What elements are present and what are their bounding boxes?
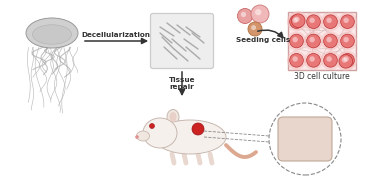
Circle shape <box>192 123 204 135</box>
Text: Seeding cells: Seeding cells <box>236 37 290 43</box>
Circle shape <box>287 51 306 70</box>
Ellipse shape <box>26 18 78 48</box>
Circle shape <box>135 135 139 139</box>
Circle shape <box>294 17 300 22</box>
Circle shape <box>304 12 323 31</box>
FancyBboxPatch shape <box>150 13 214 68</box>
Circle shape <box>287 12 306 31</box>
Circle shape <box>241 12 246 17</box>
Circle shape <box>341 34 354 48</box>
Ellipse shape <box>167 109 179 125</box>
Circle shape <box>326 18 332 23</box>
Circle shape <box>307 34 320 48</box>
Circle shape <box>310 56 315 62</box>
Text: 3D cell culture: 3D cell culture <box>294 72 350 81</box>
Circle shape <box>290 34 303 48</box>
Circle shape <box>150 123 154 129</box>
Circle shape <box>321 12 340 31</box>
Circle shape <box>289 11 308 30</box>
Text: Decellularization: Decellularization <box>81 32 150 38</box>
Circle shape <box>324 34 337 48</box>
Circle shape <box>238 9 253 23</box>
Circle shape <box>336 52 356 71</box>
Circle shape <box>321 31 340 50</box>
Circle shape <box>343 56 349 62</box>
FancyBboxPatch shape <box>288 12 356 70</box>
Ellipse shape <box>32 25 72 44</box>
Circle shape <box>326 37 332 42</box>
Circle shape <box>321 51 340 70</box>
Circle shape <box>251 25 256 30</box>
Ellipse shape <box>137 131 150 141</box>
Circle shape <box>341 53 354 67</box>
Circle shape <box>248 22 262 36</box>
Circle shape <box>324 15 337 29</box>
Circle shape <box>339 54 353 68</box>
Circle shape <box>326 56 332 62</box>
Circle shape <box>338 51 357 70</box>
Circle shape <box>324 53 337 67</box>
FancyBboxPatch shape <box>278 117 332 161</box>
Circle shape <box>292 18 298 23</box>
Text: Tissue
repair: Tissue repair <box>169 77 195 90</box>
Ellipse shape <box>143 118 177 148</box>
Ellipse shape <box>169 112 177 122</box>
Circle shape <box>343 18 349 23</box>
Circle shape <box>290 53 303 67</box>
Circle shape <box>310 37 315 42</box>
Circle shape <box>307 53 320 67</box>
Circle shape <box>342 57 347 63</box>
Circle shape <box>338 31 357 50</box>
Circle shape <box>341 15 354 29</box>
Circle shape <box>304 51 323 70</box>
Circle shape <box>310 18 315 23</box>
Circle shape <box>338 12 357 31</box>
Circle shape <box>290 15 303 29</box>
Circle shape <box>292 56 298 62</box>
Ellipse shape <box>154 120 226 154</box>
Circle shape <box>287 31 306 50</box>
Circle shape <box>269 103 341 175</box>
Circle shape <box>255 9 261 15</box>
Circle shape <box>251 5 269 23</box>
Circle shape <box>292 37 298 42</box>
Circle shape <box>291 14 305 28</box>
Circle shape <box>307 15 320 29</box>
Circle shape <box>304 31 323 50</box>
Circle shape <box>343 37 349 42</box>
